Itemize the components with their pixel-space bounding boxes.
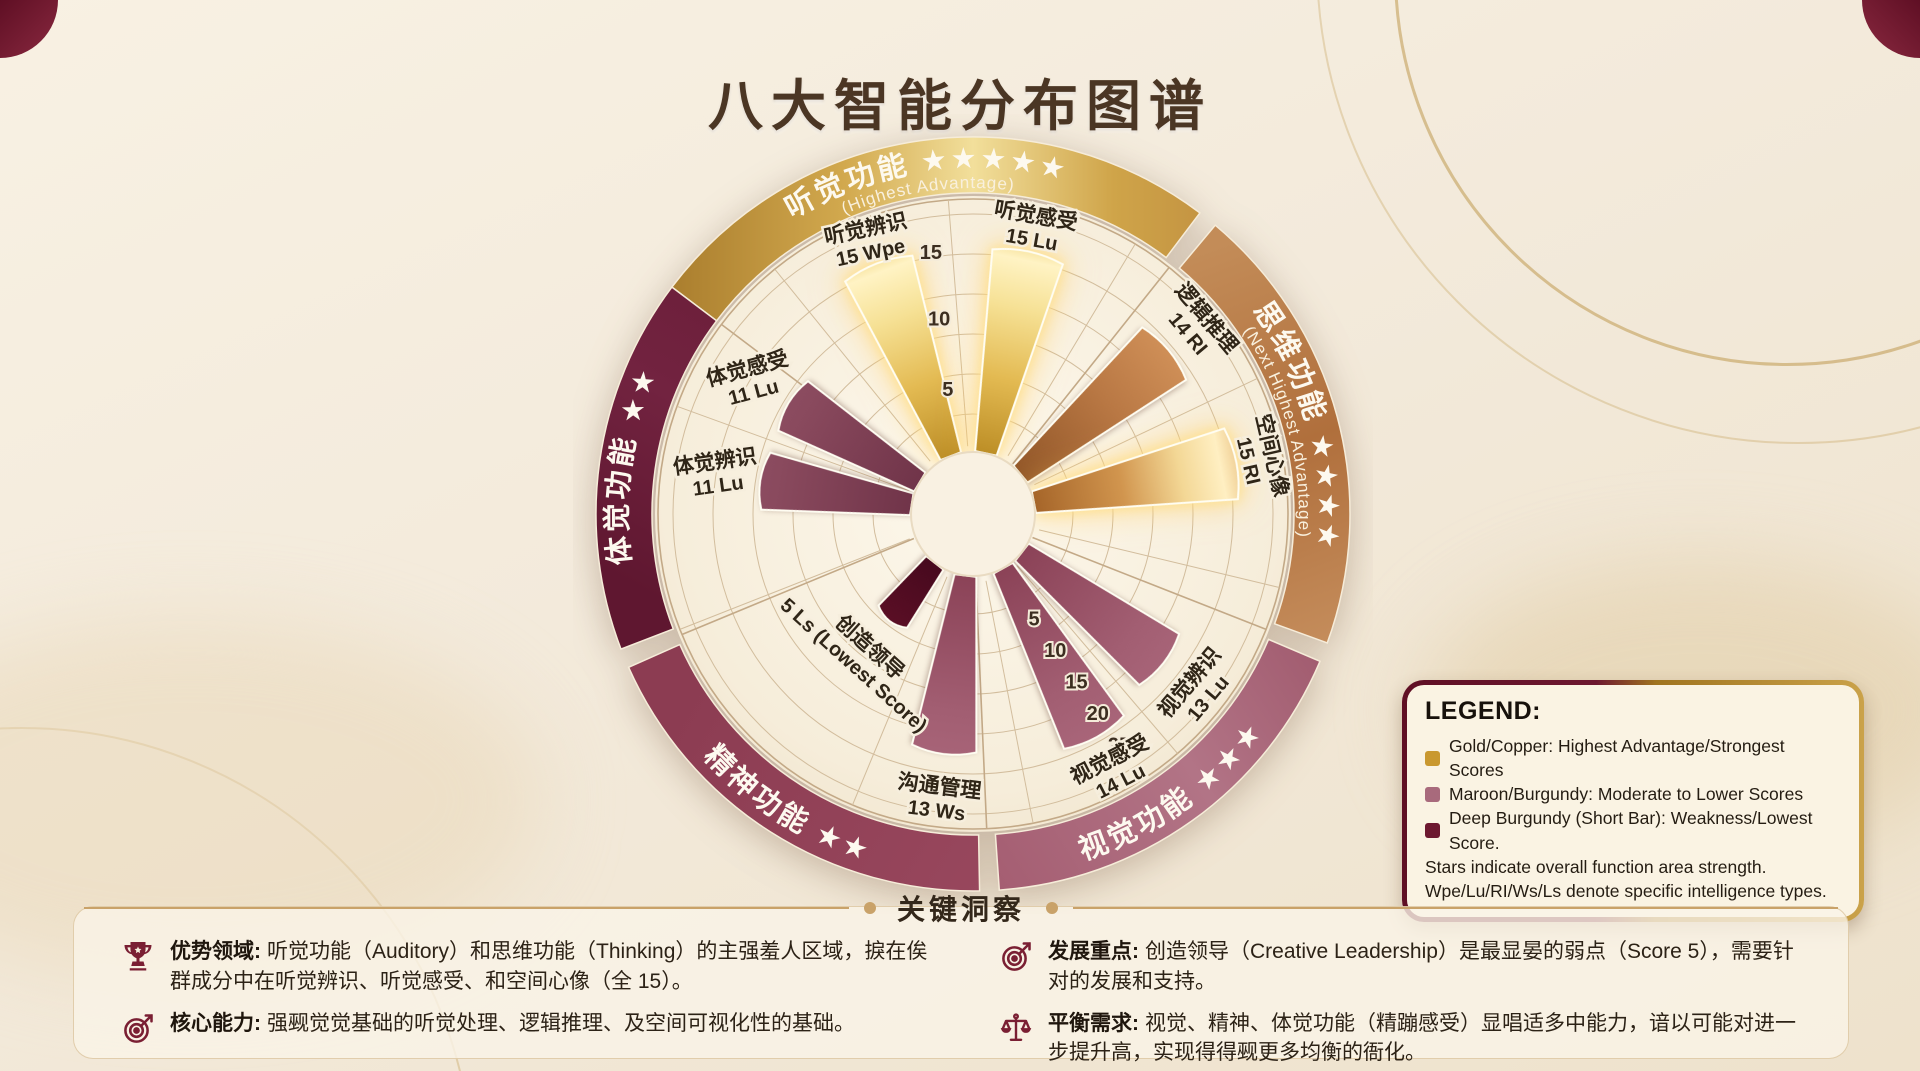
chart-bar-9 [777, 379, 927, 493]
chart-bar-6 [910, 573, 978, 756]
legend-item: Maroon/Burgundy: Moderate to Lower Score… [1425, 782, 1841, 806]
page-title: 八大智能分布图谱 [707, 74, 1212, 137]
grid-spoke [679, 538, 910, 630]
chart-bar-8 [758, 451, 915, 517]
chart-bar-3 [1030, 427, 1240, 515]
legend-note: Wpe/Lu/RI/Ws/Ls denote specific intellig… [1425, 880, 1827, 901]
scale-tick-label: 5 [942, 379, 953, 401]
scale-tick-label: 10 [928, 309, 950, 331]
sector-boundary-line [975, 577, 988, 829]
insight-text: 创造领导（Creative Leadership）是最显晏的弱点（Score 5… [1048, 940, 1794, 993]
insight-item: 平衡需求: 视觉、精神、体觉功能（精蹦感受）显唱适多中能力，谙以可能对进一步提升高… [998, 1009, 1806, 1069]
insight-text: 强觋觉觉基础的听觉处理、逻辑推理、及空间可视化性的基础。 [267, 1011, 855, 1035]
scale-tick-label: 15 [1065, 671, 1087, 693]
gold-swatch-icon [1425, 750, 1440, 766]
grid-spoke [985, 580, 1034, 824]
trophy-icon [120, 939, 156, 975]
corner-accent-top-right [1862, 0, 1920, 58]
legend-item: Gold/Copper: Highest Advantage/Strongest… [1425, 734, 1841, 782]
grid-spoke [852, 576, 948, 806]
insight-label: 优势领域: [170, 940, 261, 963]
grid-spoke [1007, 243, 1136, 456]
insights-title: 关键洞察 [897, 894, 1026, 925]
key-insights-panel: 关键洞察 优势领域: 听觉功能（Auditory）和思维功能（Thinking）的… [73, 894, 1849, 1064]
insight-item: 核心能力: 强觋觉觉基础的听觉处理、逻辑推理、及空间可视化性的基础。 [120, 1009, 928, 1047]
chart-bar-1 [974, 247, 1065, 457]
chart-bar-0 [843, 254, 963, 462]
maroon-swatch-icon [1425, 786, 1440, 802]
legend-item-text: Maroon/Burgundy: Moderate to Lower Score… [1449, 784, 1804, 805]
grid-spoke [1034, 377, 1258, 486]
insight-text: 视觉、精神、体觉功能（精蹦感受）显唱适多中能力，谙以可能对进一步提升高，实现得得… [1048, 1011, 1796, 1065]
sector-ring-auditory [670, 136, 1201, 322]
corner-accent-top-left [0, 0, 58, 58]
chart-bar-2 [1012, 326, 1188, 484]
grid-spoke [947, 199, 969, 447]
target-icon [120, 1011, 156, 1047]
scale-tick-label: 15 [920, 242, 942, 264]
scales-icon [998, 1011, 1034, 1047]
grid-spoke [1038, 529, 1280, 588]
intelligence-radial-chart: 听觉功能 ★★★★★(Highest Advantage)思维功能 ★★★★(N… [595, 136, 1351, 892]
sector-boundary-line [1012, 267, 1170, 465]
grid-outer-ring [657, 198, 1289, 830]
insights-header: 关键洞察 [84, 888, 1839, 928]
sector-boundary-line [1032, 536, 1267, 631]
sector-ring-visual [994, 638, 1321, 891]
insights-left-column: 优势领域: 听觉功能（Auditory）和思维功能（Thinking）的主强羞人区… [120, 937, 928, 1071]
scale-tick-label: 25 [1108, 734, 1130, 756]
grid-spoke [774, 268, 931, 462]
legend-item: Deep Burgundy (Short Bar): Weakness/Lowe… [1425, 806, 1841, 854]
legend-item-text: Gold/Copper: Highest Advantage/Strongest… [1449, 736, 1785, 781]
legend-title: LEGEND: [1425, 697, 1541, 725]
grid-spoke [676, 405, 910, 492]
chart-bar-5 [992, 561, 1126, 751]
divider-line [1073, 907, 1839, 909]
legend-item-text: Deep Burgundy (Short Bar): Weakness/Lowe… [1449, 808, 1813, 853]
divider-dot-icon [1046, 902, 1059, 914]
target-arrow-icon [998, 939, 1034, 975]
divider-dot-icon [864, 902, 876, 914]
insight-text: 听觉功能（Auditory）和思维功能（Thinking）的主强羞人区域，捩在俟… [170, 940, 928, 993]
divider-line [84, 907, 849, 909]
insight-item: 优势领域: 听觉功能（Auditory）和思维功能（Thinking）的主强羞人区… [120, 937, 928, 997]
legend-panel: LEGEND: Gold/Copper: Highest Advantage/S… [1402, 680, 1864, 922]
burgundy-swatch-icon [1425, 823, 1440, 839]
sector-boundary-line [681, 537, 915, 636]
scale-tick-label: 5 [1028, 608, 1039, 630]
scale-tick-label: 10 [1044, 640, 1066, 662]
chart-bar-7 [877, 554, 945, 629]
gold-arc-decoration [1394, 0, 1920, 366]
sector-ring-thinking [1178, 224, 1351, 644]
insight-label: 平衡需求: [1048, 1011, 1139, 1035]
insight-label: 发展重点: [1048, 940, 1139, 963]
grid-ring [672, 213, 1274, 815]
insight-label: 核心能力: [170, 1011, 261, 1035]
sector-ring-spiritual [627, 643, 981, 892]
chart-center-hole [910, 451, 1036, 577]
chart-body: 听觉功能 ★★★★★(Highest Advantage)思维功能 ★★★★(N… [595, 136, 1351, 892]
legend-note: Stars indicate overall function area str… [1425, 856, 1767, 877]
insight-item: 发展重点: 创造领导（Creative Leadership）是最显晏的弱点（Sc… [998, 937, 1806, 997]
grid-ring [712, 253, 1234, 775]
scale-tick-label: 20 [1087, 703, 1109, 725]
insights-right-column: 发展重点: 创造领导（Creative Leadership）是最显晏的弱点（Sc… [998, 937, 1806, 1071]
sector-ring-somatic [595, 286, 718, 651]
chart-bar-4 [1013, 542, 1181, 687]
grid-spoke [1016, 565, 1178, 754]
